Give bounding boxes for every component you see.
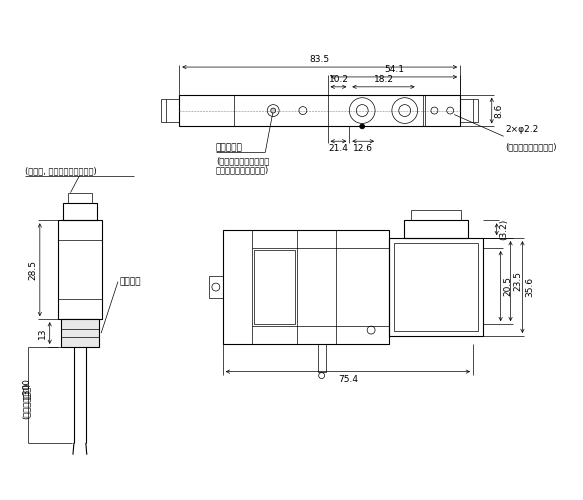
Text: から回してください。): から回してください。) <box>216 165 269 174</box>
Bar <box>62 202 97 220</box>
Bar <box>389 238 483 336</box>
Bar <box>223 230 389 344</box>
Text: 20.5: 20.5 <box>504 276 512 296</box>
Bar <box>68 192 92 202</box>
Bar <box>254 250 295 324</box>
Text: 2×φ2.2: 2×φ2.2 <box>505 126 539 134</box>
Text: (リード線長さ): (リード線長さ) <box>22 382 30 419</box>
Text: 23.5: 23.5 <box>514 271 522 291</box>
Text: 10.2: 10.2 <box>328 75 349 84</box>
Text: (マニホールド取付穴): (マニホールド取付穴) <box>505 142 557 151</box>
Text: 12.6: 12.6 <box>353 144 373 153</box>
Text: (3.2): (3.2) <box>500 218 508 240</box>
Text: 21.4: 21.4 <box>329 144 349 153</box>
Text: マニュアル: マニュアル <box>216 143 243 152</box>
Text: 8.6: 8.6 <box>495 104 504 118</box>
Bar <box>61 319 99 347</box>
Text: 極性表示: 極性表示 <box>120 277 142 286</box>
Bar <box>460 98 478 122</box>
Text: 経300: 経300 <box>22 378 30 400</box>
Bar <box>318 344 326 372</box>
Text: (ランプ, サージ電圧保護回路): (ランプ, サージ電圧保護回路) <box>25 167 97 176</box>
Bar <box>209 276 223 298</box>
Circle shape <box>360 124 365 129</box>
Bar <box>58 220 102 319</box>
Bar <box>404 220 468 238</box>
Text: 18.2: 18.2 <box>374 75 394 84</box>
Bar <box>161 98 179 122</box>
Text: 75.4: 75.4 <box>338 374 358 384</box>
Text: 28.5: 28.5 <box>28 260 37 280</box>
Bar <box>179 94 460 126</box>
Circle shape <box>271 108 276 113</box>
Text: 83.5: 83.5 <box>310 55 330 64</box>
Text: 35.6: 35.6 <box>525 277 535 297</box>
Text: 54.1: 54.1 <box>384 65 404 74</box>
Bar <box>410 210 461 220</box>
Bar <box>394 243 478 331</box>
Text: (ロック式の場合押して: (ロック式の場合押して <box>216 156 269 165</box>
Text: 13: 13 <box>38 328 47 339</box>
